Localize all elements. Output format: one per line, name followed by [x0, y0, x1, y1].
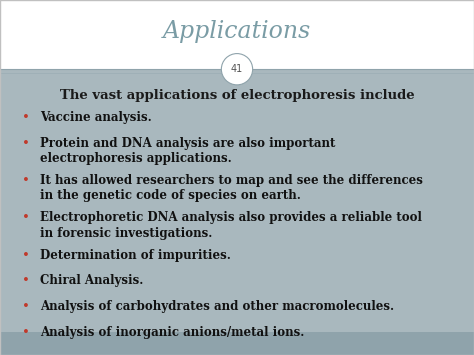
Text: 41: 41: [231, 64, 243, 74]
Text: Vaccine analysis.: Vaccine analysis.: [40, 111, 152, 124]
Ellipse shape: [221, 54, 253, 85]
Text: Chiral Analysis.: Chiral Analysis.: [40, 274, 144, 288]
Text: •: •: [22, 274, 30, 288]
Text: •: •: [22, 300, 30, 313]
Text: •: •: [22, 326, 30, 339]
Text: Analysis of carbohydrates and other macromolecules.: Analysis of carbohydrates and other macr…: [40, 300, 394, 313]
Text: Analysis of inorganic anions/metal ions.: Analysis of inorganic anions/metal ions.: [40, 326, 305, 339]
Text: •: •: [22, 174, 30, 187]
Bar: [0, 332, 474, 355]
Text: Determination of impurities.: Determination of impurities.: [40, 248, 231, 262]
Text: The vast applications of electrophoresis include: The vast applications of electrophoresis…: [60, 89, 414, 102]
Text: •: •: [22, 137, 30, 150]
Text: •: •: [22, 211, 30, 224]
Text: Applications: Applications: [163, 20, 311, 43]
Text: Electrophoretic DNA analysis also provides a reliable tool
in forensic investiga: Electrophoretic DNA analysis also provid…: [40, 211, 422, 240]
Text: Protein and DNA analysis are also important
electrophoresis applications.: Protein and DNA analysis are also import…: [40, 137, 336, 165]
Text: •: •: [22, 111, 30, 124]
Bar: [0, 69, 474, 332]
Text: •: •: [22, 248, 30, 262]
Bar: [0, 0, 474, 69]
Text: It has allowed researchers to map and see the differences
in the genetic code of: It has allowed researchers to map and se…: [40, 174, 423, 202]
